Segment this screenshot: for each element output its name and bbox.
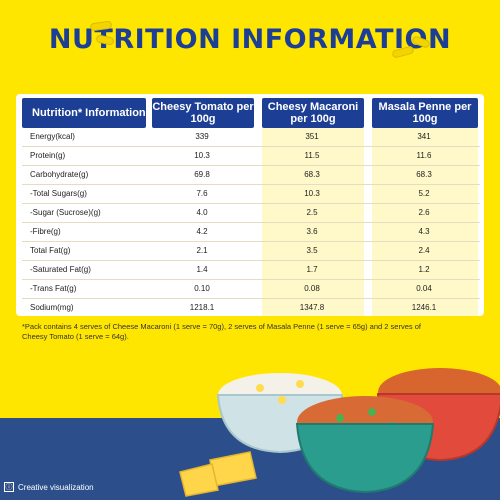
masala-penne-value: 2.4 xyxy=(418,246,430,255)
row-divider xyxy=(22,203,480,204)
masala-penne-value: 2.6 xyxy=(418,208,430,217)
column-bg-cheesy-macaroni xyxy=(262,103,364,316)
row-label: Protein(g) xyxy=(30,151,66,160)
page-title: NUTRITION INFORMATION xyxy=(48,24,452,55)
cheesy-tomato-value: 4.2 xyxy=(196,227,208,236)
table-row: Carbohydrate(g) 69.8 68.3 68.3 xyxy=(22,166,480,185)
table-row: -Fibre(g) 4.2 3.6 4.3 xyxy=(22,223,480,242)
masala-penne-value: 11.6 xyxy=(416,151,432,160)
row-label: Sodium(mg) xyxy=(30,303,74,312)
masala-penne-value: 0.04 xyxy=(416,284,432,293)
cheesy-tomato-value: 7.6 xyxy=(196,189,208,198)
cheesy-tomato-value: 1218.1 xyxy=(189,303,215,312)
row-label: -Sugar (Sucrose)(g) xyxy=(30,208,101,217)
header-cheesy-tomato: Cheesy Tomato per 100g xyxy=(152,98,254,128)
cheesy-macaroni-value: 1347.8 xyxy=(299,303,325,312)
row-divider xyxy=(22,298,480,299)
cheesy-tomato-value: 10.3 xyxy=(194,151,210,160)
cheesy-macaroni-value: 0.08 xyxy=(304,284,320,293)
cheesy-macaroni-value: 3.6 xyxy=(306,227,318,236)
cheesy-macaroni-value: 1.7 xyxy=(306,265,318,274)
table-row: -Total Sugars(g) 7.6 10.3 5.2 xyxy=(22,185,480,204)
table-row: Sodium(mg) 1218.1 1347.8 1246.1 xyxy=(22,299,480,318)
row-divider xyxy=(22,222,480,223)
row-label: -Trans Fat(g) xyxy=(30,284,77,293)
masala-penne-value: 341 xyxy=(417,132,431,141)
cheesy-macaroni-value: 11.5 xyxy=(304,151,320,160)
row-divider xyxy=(22,146,480,147)
table-row: -Saturated Fat(g) 1.4 1.7 1.2 xyxy=(22,261,480,280)
cheese-block xyxy=(179,463,219,497)
cheesy-tomato-value: 0.10 xyxy=(194,284,210,293)
masala-penne-value: 68.3 xyxy=(416,170,432,179)
middle-bowl xyxy=(295,423,435,494)
cheesy-tomato-value: 69.8 xyxy=(194,170,210,179)
masala-penne-value: 1.2 xyxy=(418,265,430,274)
info-icon: ⓘ xyxy=(4,482,14,492)
header-nutrition-information: Nutrition* Information xyxy=(22,98,146,128)
row-label: -Total Sugars(g) xyxy=(30,189,87,198)
header-masala-penne: Masala Penne per 100g xyxy=(372,98,478,128)
header-cheesy-macaroni: Cheesy Macaroni per 100g xyxy=(262,98,364,128)
cheesy-macaroni-value: 68.3 xyxy=(304,170,320,179)
cheesy-tomato-value: 339 xyxy=(195,132,209,141)
table-row: Total Fat(g) 2.1 3.5 2.4 xyxy=(22,242,480,261)
table-row: -Trans Fat(g) 0.10 0.08 0.04 xyxy=(22,280,480,299)
cheesy-tomato-value: 2.1 xyxy=(196,246,208,255)
masala-penne-value: 5.2 xyxy=(418,189,430,198)
cheesy-macaroni-value: 3.5 xyxy=(306,246,318,255)
row-divider xyxy=(22,165,480,166)
footnote: *Pack contains 4 serves of Cheese Macaro… xyxy=(22,322,421,341)
column-bg-masala-penne xyxy=(372,103,478,316)
cheesy-macaroni-value: 351 xyxy=(305,132,319,141)
row-divider xyxy=(22,184,480,185)
masala-penne-value: 4.3 xyxy=(418,227,430,236)
cheesy-tomato-value: 4.0 xyxy=(196,208,208,217)
row-label: Carbohydrate(g) xyxy=(30,170,89,179)
table-row: Energy(kcal) 339 351 341 xyxy=(22,128,480,147)
cheesy-macaroni-value: 10.3 xyxy=(304,189,320,198)
table-row: -Sugar (Sucrose)(g) 4.0 2.5 2.6 xyxy=(22,204,480,223)
table-row: Protein(g) 10.3 11.5 11.6 xyxy=(22,147,480,166)
cheesy-tomato-value: 1.4 xyxy=(196,265,208,274)
row-label: Total Fat(g) xyxy=(30,246,71,255)
creative-visualization-note: ⓘ Creative visualization xyxy=(4,482,94,492)
row-divider xyxy=(22,260,480,261)
row-label: -Fibre(g) xyxy=(30,227,61,236)
cheese-block xyxy=(209,451,257,487)
row-divider xyxy=(22,279,480,280)
row-divider xyxy=(22,241,480,242)
creative-visualization-label: Creative visualization xyxy=(18,482,94,492)
masala-penne-value: 1246.1 xyxy=(411,303,437,312)
row-label: -Saturated Fat(g) xyxy=(30,265,91,274)
row-label: Energy(kcal) xyxy=(30,132,75,141)
cheesy-macaroni-value: 2.5 xyxy=(306,208,318,217)
bowls-illustration xyxy=(179,368,500,497)
